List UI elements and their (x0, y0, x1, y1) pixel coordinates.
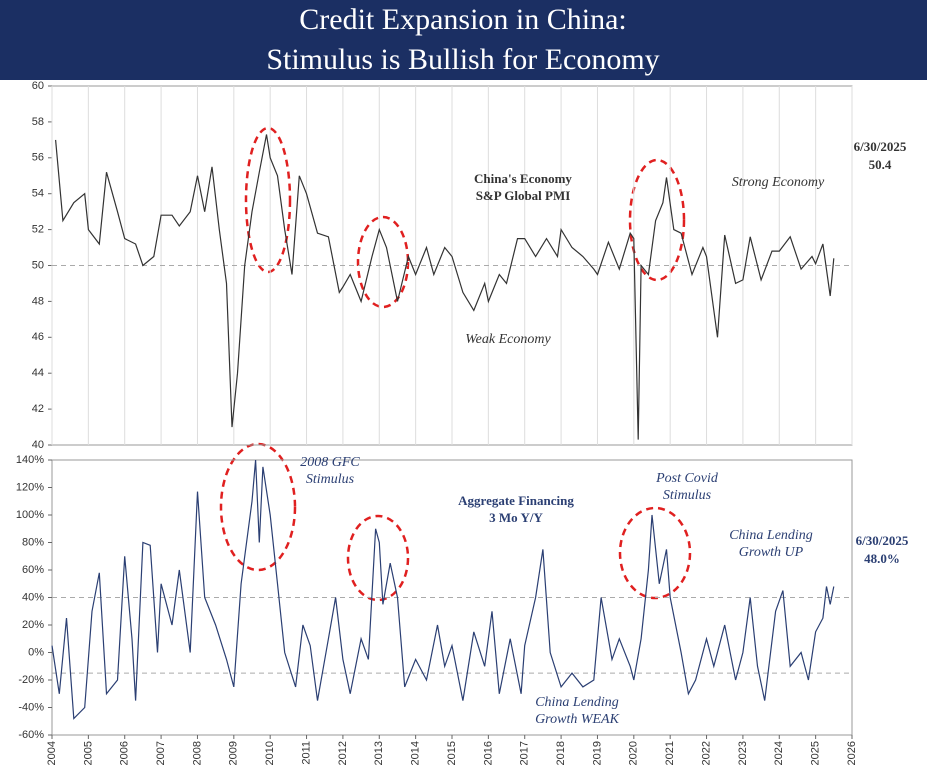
latest-date: 6/30/2025 (856, 533, 909, 548)
annotation: 2008 GFC (300, 455, 360, 470)
y-tick-label: 140% (16, 454, 44, 466)
x-tick-label: 2018 (555, 741, 567, 765)
x-tick-label: 2010 (264, 741, 276, 765)
x-tick-label: 2024 (773, 741, 785, 765)
y-tick-label: 48 (32, 295, 44, 307)
y-tick-label: -60% (18, 729, 44, 741)
latest-value: 50.4 (869, 157, 892, 172)
y-tick-label: 120% (16, 481, 44, 493)
highlight (219, 442, 297, 572)
annotation: Stimulus (306, 472, 355, 487)
x-tick-label: 2022 (700, 741, 712, 765)
y-tick-label: 46 (32, 331, 44, 343)
title-banner (0, 0, 927, 80)
title-line: Stimulus is Bullish for Economy (266, 43, 659, 76)
y-tick-label: 54 (32, 188, 44, 200)
y-tick-label: 0% (28, 646, 44, 658)
y-tick-label: 80% (22, 536, 44, 548)
annotation: Post Covid (655, 471, 719, 486)
x-tick-label: 2019 (591, 741, 603, 765)
x-tick-label: 2009 (228, 741, 240, 765)
series-line (51, 459, 835, 720)
title-line: Credit Expansion in China: (299, 3, 626, 36)
x-tick-label: 2025 (810, 741, 822, 765)
highlight (356, 215, 410, 309)
x-tick-label: 2017 (519, 741, 531, 765)
annotation: Stimulus (663, 488, 712, 503)
highlight (618, 506, 692, 600)
x-tick-label: 2023 (737, 741, 749, 765)
x-tick-label: 2012 (337, 741, 349, 765)
x-tick-label: 2021 (664, 741, 676, 765)
x-tick-label: 2004 (46, 741, 58, 765)
y-tick-label: 20% (22, 619, 44, 631)
series-label: 3 Mo Y/Y (489, 510, 543, 525)
highlight (628, 158, 686, 282)
series-line (55, 134, 835, 440)
y-tick-label: 60% (22, 564, 44, 576)
y-tick-label: 60 (32, 80, 44, 92)
y-tick-label: 100% (16, 509, 44, 521)
x-tick-label: 2005 (82, 741, 94, 765)
series-label: China's Economy (474, 171, 572, 186)
y-tick-label: 40% (22, 591, 44, 603)
y-tick-label: 56 (32, 152, 44, 164)
series-label: Aggregate Financing (458, 493, 574, 508)
y-tick-label: 50 (32, 259, 44, 271)
x-tick-label: 2014 (410, 741, 422, 765)
latest-date: 6/30/2025 (854, 139, 907, 154)
x-tick-label: 2008 (191, 741, 203, 765)
y-tick-label: 52 (32, 224, 44, 236)
y-tick-label: -40% (18, 701, 44, 713)
highlight (244, 126, 292, 274)
x-tick-label: 2011 (300, 741, 312, 765)
latest-value: 48.0% (864, 551, 900, 566)
x-tick-label: 2016 (482, 741, 494, 765)
annotation: Growth UP (739, 545, 804, 560)
y-tick-label: 40 (32, 439, 44, 451)
y-tick-label: -20% (18, 674, 44, 686)
x-tick-label: 2007 (155, 741, 167, 765)
x-tick-label: 2015 (446, 741, 458, 765)
annotation: Strong Economy (732, 175, 825, 190)
annotation: Growth WEAK (535, 712, 620, 727)
x-tick-label: 2013 (373, 741, 385, 765)
x-tick-label: 2020 (628, 741, 640, 765)
annotation: China Lending (535, 695, 619, 710)
x-tick-label: 2006 (119, 741, 131, 765)
series-label: S&P Global PMI (476, 188, 571, 203)
highlight (346, 514, 410, 602)
annotation: Weak Economy (465, 332, 551, 347)
annotation: China Lending (729, 528, 813, 543)
y-tick-label: 58 (32, 116, 44, 128)
y-tick-label: 44 (32, 367, 44, 379)
x-tick-label: 2026 (846, 741, 858, 765)
y-tick-label: 42 (32, 403, 44, 415)
